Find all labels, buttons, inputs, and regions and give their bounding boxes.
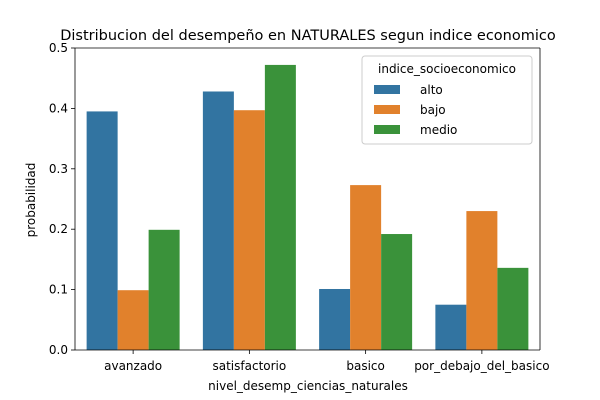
bar-medio-por_debajo_del_basico (497, 267, 529, 350)
bar-alto-basico (319, 288, 351, 350)
x-tick-label: basico (346, 359, 385, 373)
bar-medio-satisfactorio (264, 64, 296, 351)
y-tick-label: 0.3 (49, 162, 68, 176)
legend-swatch-alto (374, 85, 400, 94)
y-tick-label: 0.5 (49, 41, 68, 55)
legend-label-medio: medio (420, 123, 457, 137)
x-tick-label: satisfactorio (213, 359, 287, 373)
y-tick-label: 0.4 (49, 101, 68, 115)
y-tick-label: 0.2 (49, 222, 68, 236)
y-tick-label: 0.1 (49, 283, 68, 297)
x-tick-label: por_debajo_del_basico (414, 359, 549, 373)
chart-title: Distribucion del desempeño en NATURALES … (60, 28, 556, 44)
x-axis-label: nivel_desemp_ciencias_naturales (208, 379, 408, 393)
bar-alto-por_debajo_del_basico (435, 304, 467, 350)
bar-bajo-satisfactorio (233, 110, 265, 350)
y-tick-label: 0.0 (49, 343, 68, 357)
y-axis-label: probabilidad (24, 163, 38, 238)
legend-label-alto: alto (420, 83, 443, 97)
legend-swatch-medio (374, 125, 400, 134)
bars-group (86, 64, 529, 351)
bar-medio-avanzado (148, 229, 180, 350)
bar-bajo-avanzado (117, 290, 149, 350)
bar-bajo-por_debajo_del_basico (466, 211, 498, 350)
bar-alto-avanzado (86, 111, 118, 350)
bar-medio-basico (381, 234, 413, 350)
bar-alto-satisfactorio (202, 91, 234, 350)
axes-group: 0.0 0.1 0.2 0.3 0.4 0.5 avanzado satisfactorio b… (49, 41, 550, 373)
x-tick-label: avanzado (104, 359, 162, 373)
legend-box (361, 55, 533, 145)
legend-swatch-bajo (374, 105, 400, 114)
legend-label-bajo: bajo (420, 103, 446, 117)
legend-title: indice_socioeconomico (378, 62, 516, 76)
bar-bajo-basico (350, 185, 382, 350)
